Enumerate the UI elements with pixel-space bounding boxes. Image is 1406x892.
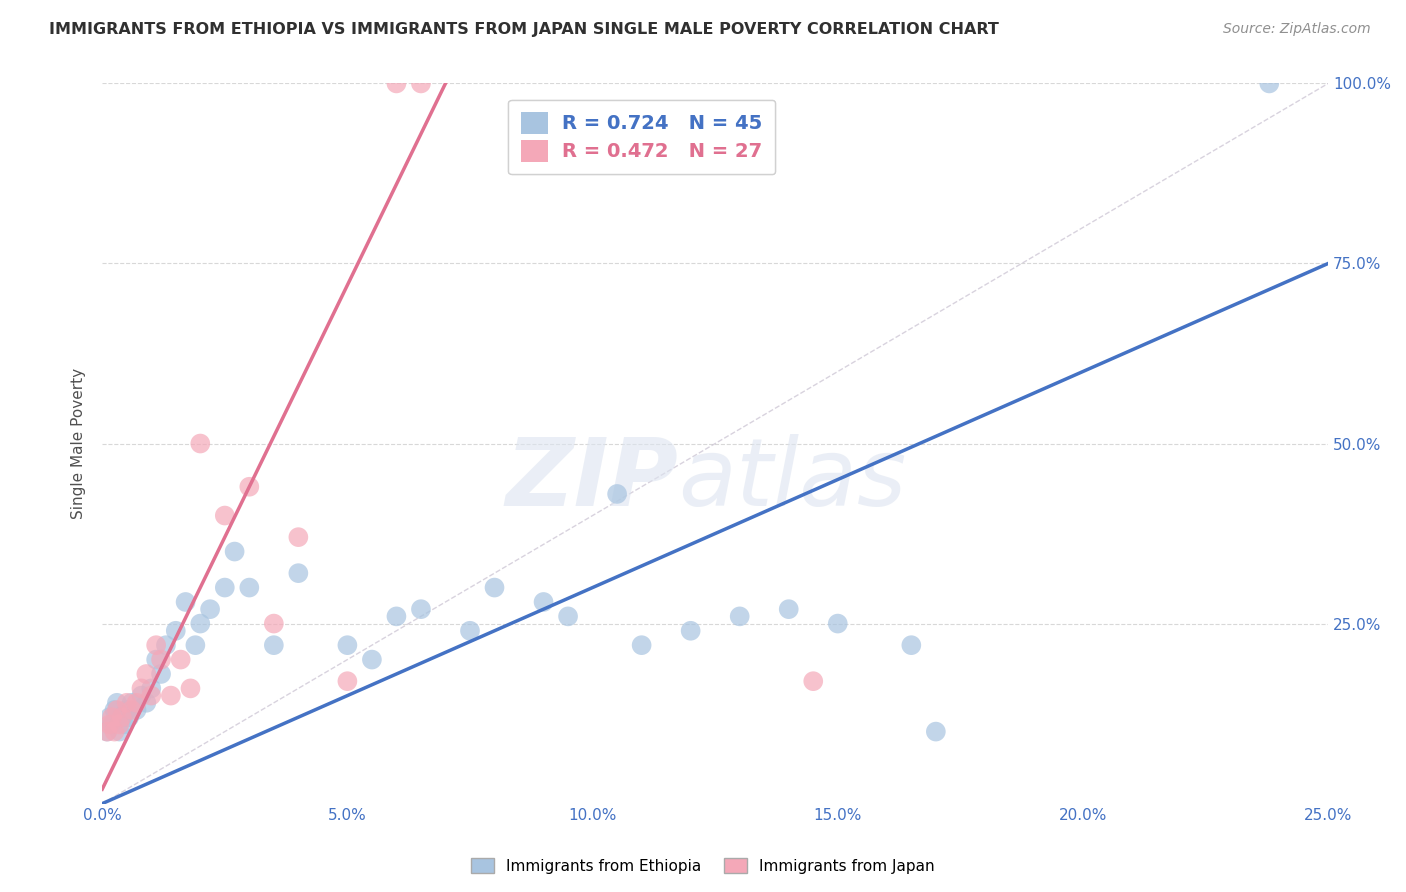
Point [111, 710, 134, 724]
Point [108, 724, 131, 739]
Point [630, 638, 652, 652]
Point [105, 703, 128, 717]
Text: ZIP: ZIP [506, 434, 679, 525]
Point [150, 652, 173, 666]
Point [287, 530, 309, 544]
Legend: R = 0.724   N = 45, R = 0.472   N = 27: R = 0.724 N = 45, R = 0.472 N = 27 [508, 100, 775, 175]
Point [533, 595, 555, 609]
Point [125, 696, 148, 710]
Point [557, 609, 579, 624]
Point [125, 703, 148, 717]
Point [263, 616, 285, 631]
Point [238, 480, 260, 494]
Point [224, 544, 246, 558]
Point [184, 638, 207, 652]
Point [827, 616, 849, 631]
Point [141, 689, 163, 703]
Point [96, 724, 118, 739]
Text: atlas: atlas [679, 434, 907, 525]
Point [165, 624, 187, 638]
Point [409, 602, 432, 616]
Point [361, 652, 384, 666]
Point [174, 595, 197, 609]
Point [105, 696, 128, 710]
Point [98, 710, 121, 724]
Point [679, 624, 702, 638]
Point [131, 689, 153, 703]
Point [336, 674, 359, 689]
Point [155, 638, 177, 652]
Point [135, 696, 157, 710]
Point [606, 487, 628, 501]
Point [188, 616, 211, 631]
Point [145, 638, 167, 652]
Point [160, 689, 183, 703]
Point [287, 566, 309, 581]
Point [118, 710, 141, 724]
Point [484, 581, 506, 595]
Point [121, 696, 143, 710]
Point [103, 724, 125, 739]
Point [135, 667, 157, 681]
Point [778, 602, 800, 616]
Point [170, 652, 193, 666]
Point [409, 77, 432, 91]
Point [263, 638, 285, 652]
Point [900, 638, 922, 652]
Point [214, 581, 236, 595]
Point [150, 667, 173, 681]
Point [98, 717, 121, 731]
Y-axis label: Single Male Poverty: Single Male Poverty [72, 368, 86, 519]
Point [101, 717, 124, 731]
Point [188, 436, 211, 450]
Point [238, 581, 260, 595]
Point [108, 717, 131, 731]
Point [801, 674, 824, 689]
Point [179, 681, 201, 696]
Point [385, 77, 408, 91]
Point [458, 624, 481, 638]
Point [103, 703, 125, 717]
Text: IMMIGRANTS FROM ETHIOPIA VS IMMIGRANTS FROM JAPAN SINGLE MALE POVERTY CORRELATIO: IMMIGRANTS FROM ETHIOPIA VS IMMIGRANTS F… [49, 22, 1000, 37]
Point [115, 703, 138, 717]
Point [115, 696, 138, 710]
Text: Source: ZipAtlas.com: Source: ZipAtlas.com [1223, 22, 1371, 37]
Point [145, 652, 167, 666]
Point [131, 681, 153, 696]
Point [112, 717, 135, 731]
Point [121, 703, 143, 717]
Point [214, 508, 236, 523]
Point [101, 710, 124, 724]
Point [336, 638, 359, 652]
Point [1258, 77, 1281, 91]
Point [385, 609, 408, 624]
Point [96, 724, 118, 739]
Point [198, 602, 221, 616]
Legend: Immigrants from Ethiopia, Immigrants from Japan: Immigrants from Ethiopia, Immigrants fro… [465, 852, 941, 880]
Point [925, 724, 948, 739]
Point [111, 710, 134, 724]
Point [728, 609, 751, 624]
Point [141, 681, 163, 696]
